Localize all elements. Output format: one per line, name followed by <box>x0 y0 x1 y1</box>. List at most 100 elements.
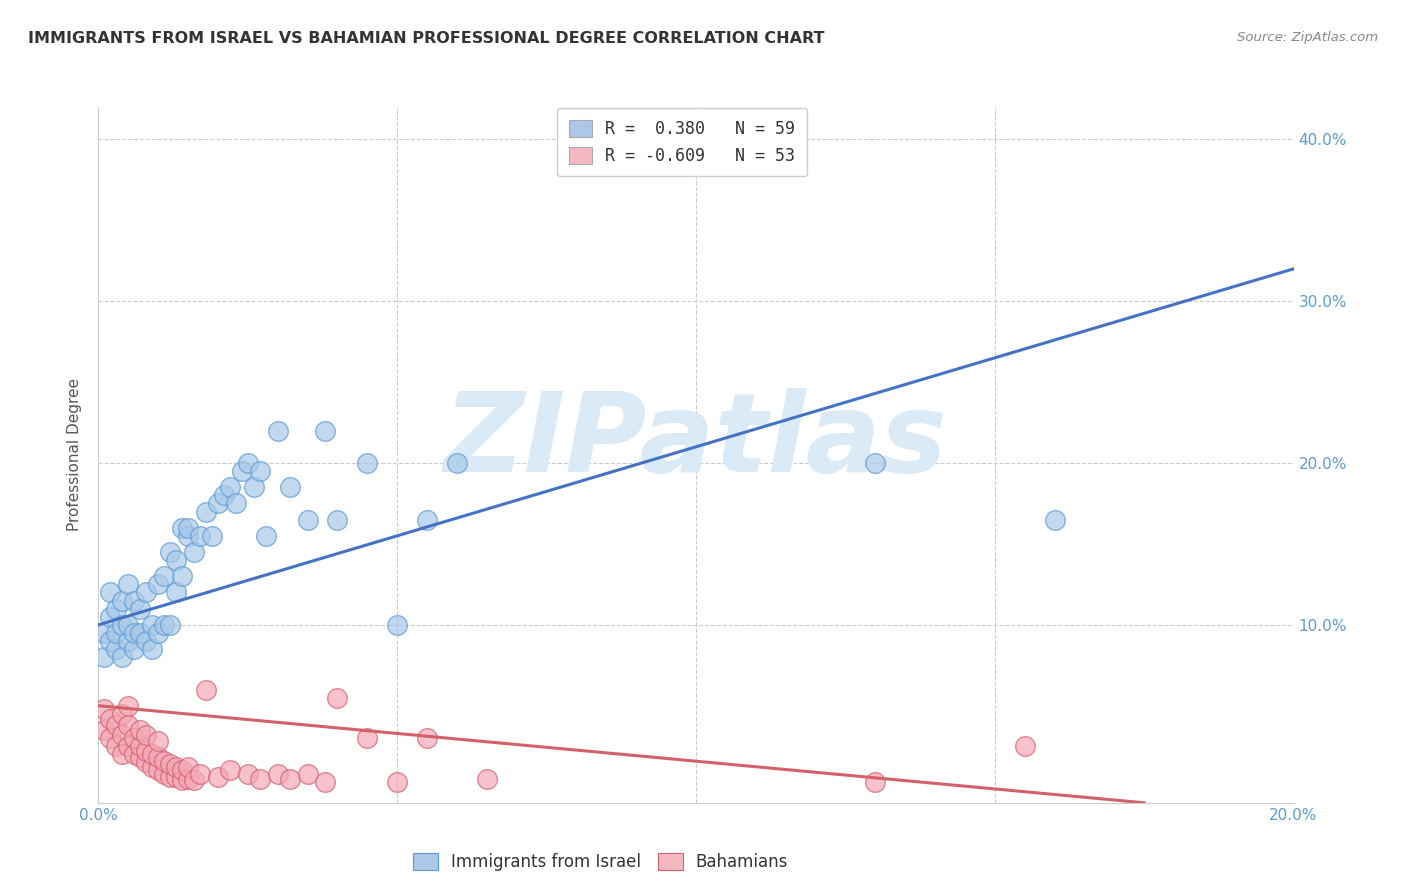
Point <box>326 690 349 705</box>
Point <box>100 712 122 726</box>
Point <box>148 626 170 640</box>
Point <box>315 774 337 789</box>
Point <box>148 577 170 591</box>
Point <box>231 464 253 478</box>
Point <box>135 756 157 770</box>
Point <box>165 585 187 599</box>
Point <box>297 766 319 780</box>
Point <box>117 617 139 632</box>
Point <box>93 650 115 665</box>
Point <box>93 723 115 737</box>
Point <box>135 728 157 742</box>
Point <box>100 634 122 648</box>
Point <box>219 764 242 778</box>
Point <box>278 480 301 494</box>
Point <box>117 634 139 648</box>
Point <box>129 750 152 764</box>
Point <box>267 766 290 780</box>
Text: Source: ZipAtlas.com: Source: ZipAtlas.com <box>1237 31 1378 45</box>
Point <box>385 774 409 789</box>
Y-axis label: Professional Degree: Professional Degree <box>67 378 83 532</box>
Point <box>105 718 128 732</box>
Point <box>267 424 290 438</box>
Point <box>159 545 181 559</box>
Point <box>117 577 139 591</box>
Point <box>254 529 277 543</box>
Point <box>219 480 242 494</box>
Point <box>129 739 152 754</box>
Point <box>172 764 194 778</box>
Point <box>1043 513 1066 527</box>
Point <box>100 731 122 745</box>
Point <box>195 682 218 697</box>
Text: IMMIGRANTS FROM ISRAEL VS BAHAMIAN PROFESSIONAL DEGREE CORRELATION CHART: IMMIGRANTS FROM ISRAEL VS BAHAMIAN PROFE… <box>28 31 825 46</box>
Point <box>117 698 139 713</box>
Point <box>865 456 887 470</box>
Point <box>135 634 157 648</box>
Point <box>385 617 409 632</box>
Point <box>225 496 247 510</box>
Point <box>93 702 115 716</box>
Point <box>172 569 194 583</box>
Point <box>326 513 349 527</box>
Point <box>129 601 152 615</box>
Point <box>446 456 468 470</box>
Point <box>141 747 163 762</box>
Point <box>165 760 187 774</box>
Point <box>153 617 176 632</box>
Point <box>111 617 134 632</box>
Point <box>243 480 266 494</box>
Point <box>165 770 187 784</box>
Point <box>207 496 229 510</box>
Point <box>416 731 439 745</box>
Point <box>105 626 128 640</box>
Point <box>141 760 163 774</box>
Point <box>153 569 176 583</box>
Point <box>188 766 211 780</box>
Point <box>111 593 134 607</box>
Point <box>416 513 439 527</box>
Point <box>153 754 176 768</box>
Point <box>111 747 134 762</box>
Point <box>141 642 163 657</box>
Point <box>1014 739 1036 754</box>
Point <box>105 642 128 657</box>
Point <box>177 760 200 774</box>
Point <box>249 772 271 786</box>
Point <box>100 585 122 599</box>
Point <box>177 772 200 786</box>
Point <box>865 774 887 789</box>
Point <box>117 739 139 754</box>
Point <box>165 553 187 567</box>
Point <box>111 728 134 742</box>
Point <box>236 456 259 470</box>
Point <box>159 617 181 632</box>
Point <box>148 764 170 778</box>
Point <box>129 723 152 737</box>
Point <box>153 766 176 780</box>
Point <box>159 756 181 771</box>
Point <box>111 706 134 721</box>
Point <box>236 766 259 780</box>
Point <box>124 642 146 657</box>
Point <box>111 650 134 665</box>
Point <box>183 773 205 788</box>
Point <box>177 521 200 535</box>
Point <box>475 772 498 786</box>
Point <box>117 718 139 732</box>
Point <box>148 750 170 764</box>
Point <box>249 464 271 478</box>
Point <box>172 773 194 788</box>
Point <box>177 529 200 543</box>
Point <box>124 626 146 640</box>
Point <box>148 734 170 748</box>
Point <box>105 601 128 615</box>
Point <box>135 585 157 599</box>
Point <box>212 488 235 502</box>
Point <box>356 456 378 470</box>
Point <box>278 772 301 786</box>
Point <box>159 770 181 784</box>
Point <box>124 731 146 745</box>
Point <box>207 770 229 784</box>
Point <box>129 626 152 640</box>
